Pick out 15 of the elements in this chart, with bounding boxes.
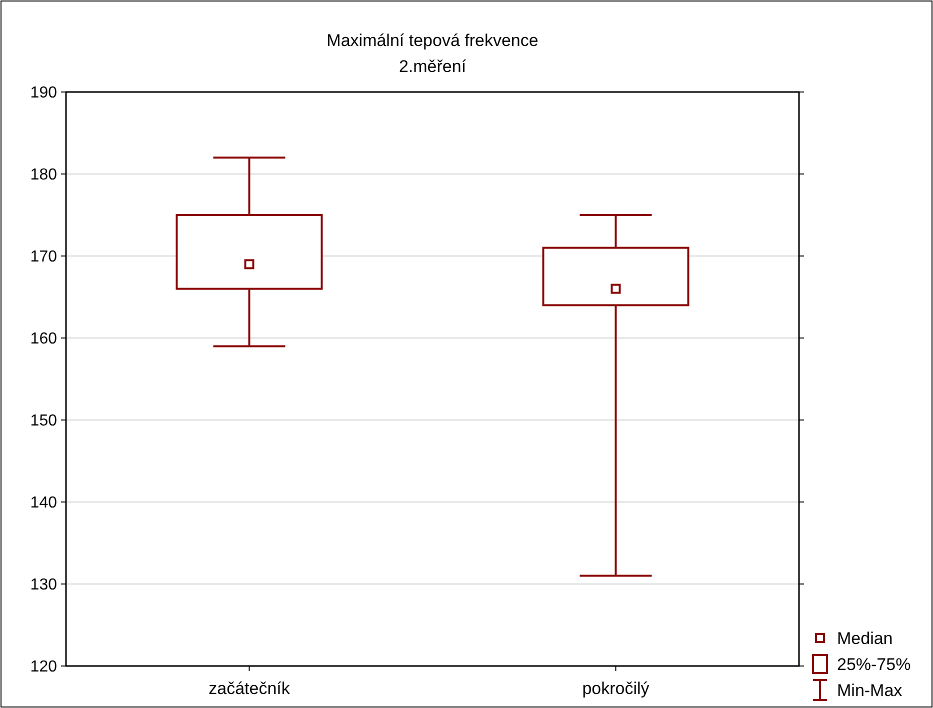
chart-title: Maximální tepová frekvence <box>326 31 538 50</box>
y-tick-label: 120 <box>30 658 58 676</box>
text: Min-Max <box>837 680 903 700</box>
y-tick-label: 180 <box>30 166 58 184</box>
y-tick-label: 160 <box>30 330 58 348</box>
y-tick-label: 190 <box>30 84 58 102</box>
y-tick-label: 170 <box>30 248 58 266</box>
x-tick-label: začátečník <box>208 679 290 698</box>
x-tick-label: pokročilý <box>582 679 650 698</box>
text: 25%-75% <box>837 654 911 674</box>
y-tick-label: 140 <box>30 494 58 512</box>
y-tick-label: 130 <box>30 576 58 594</box>
y-tick-label: 150 <box>30 412 58 430</box>
chart-subtitle: 2.měření <box>398 57 466 76</box>
text: Median <box>837 628 893 648</box>
